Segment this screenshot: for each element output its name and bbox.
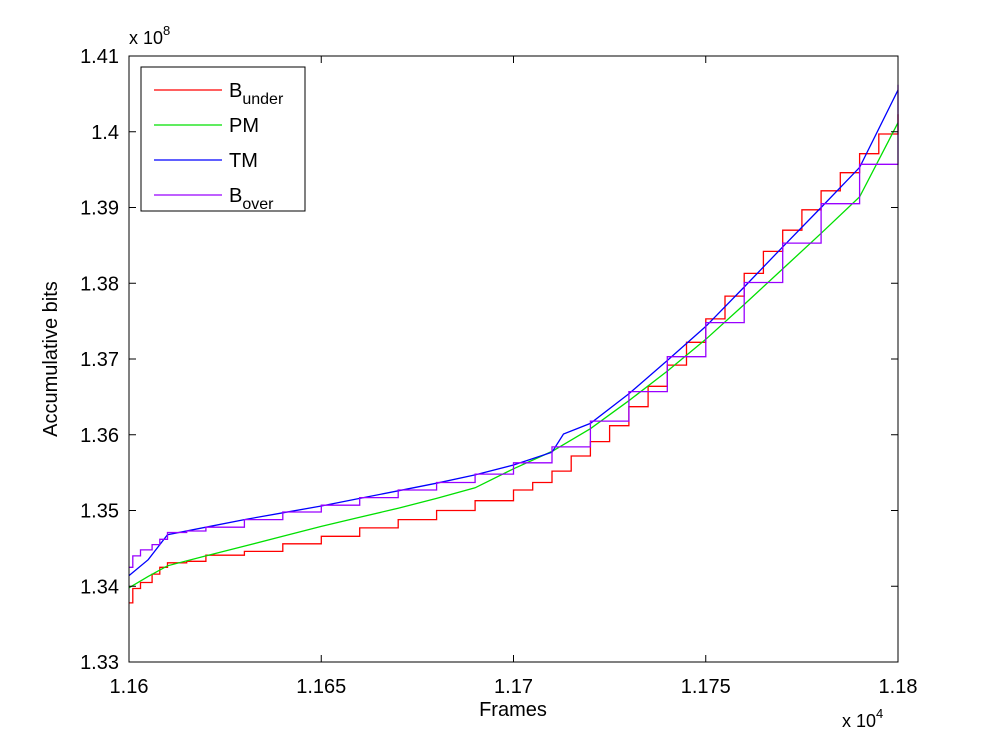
y-axis-label: Accumulative bits <box>40 281 62 437</box>
y-tick-label: 1.33 <box>80 652 119 674</box>
x-axis-label: Frames <box>479 699 547 721</box>
y-multiplier-exp: 8 <box>163 23 170 38</box>
legend-label-b-over: Bover <box>229 185 274 213</box>
x-tick-label: 1.16 <box>110 676 149 698</box>
x-multiplier-base: x 10 <box>842 711 876 731</box>
y-tick-label: 1.35 <box>80 501 119 523</box>
ticks-layer: 1.16 1.165 1.17 1.175 1.18 1.33 1.34 1.35 1.36 1.… <box>80 46 917 698</box>
series-line-b-over <box>129 84 899 568</box>
legend-label-tm: TM <box>229 150 258 172</box>
x-tick-label: 1.18 <box>879 676 918 698</box>
y-multiplier-base: x 10 <box>129 28 163 48</box>
legend-label-sub: under <box>242 91 284 108</box>
legend-label-main: TM <box>229 150 258 172</box>
y-tick-label: 1.34 <box>80 576 119 598</box>
legend-box <box>140 66 306 212</box>
y-tick-label: 1.41 <box>80 46 119 68</box>
legend-label-main: B <box>229 185 242 207</box>
legend-label-pm: PM <box>229 115 259 137</box>
y-tick-label: 1.38 <box>80 273 119 295</box>
y-tick-label: 1.39 <box>80 198 119 220</box>
x-tick-label: 1.175 <box>681 676 731 698</box>
series-line-pm <box>128 122 899 589</box>
y-multiplier: x 108 <box>129 23 170 48</box>
legend: Bunder PM TM Bover <box>140 66 306 213</box>
legend-label-sub: over <box>242 196 274 213</box>
x-multiplier: x 104 <box>842 706 883 731</box>
y-tick-label: 1.36 <box>80 425 119 447</box>
legend-label-main: B <box>229 80 242 102</box>
series-layer <box>128 84 899 604</box>
legend-label-main: PM <box>229 115 259 137</box>
x-tick-label: 1.17 <box>494 676 533 698</box>
x-tick-label: 1.165 <box>296 676 346 698</box>
legend-label-b-under: Bunder <box>229 80 284 108</box>
x-multiplier-exp: 4 <box>876 706 883 721</box>
y-tick-label: 1.37 <box>80 349 119 371</box>
series-line-b-under <box>129 114 899 604</box>
y-tick-label: 1.4 <box>91 122 119 144</box>
legend-items: Bunder PM TM Bover <box>154 80 284 213</box>
